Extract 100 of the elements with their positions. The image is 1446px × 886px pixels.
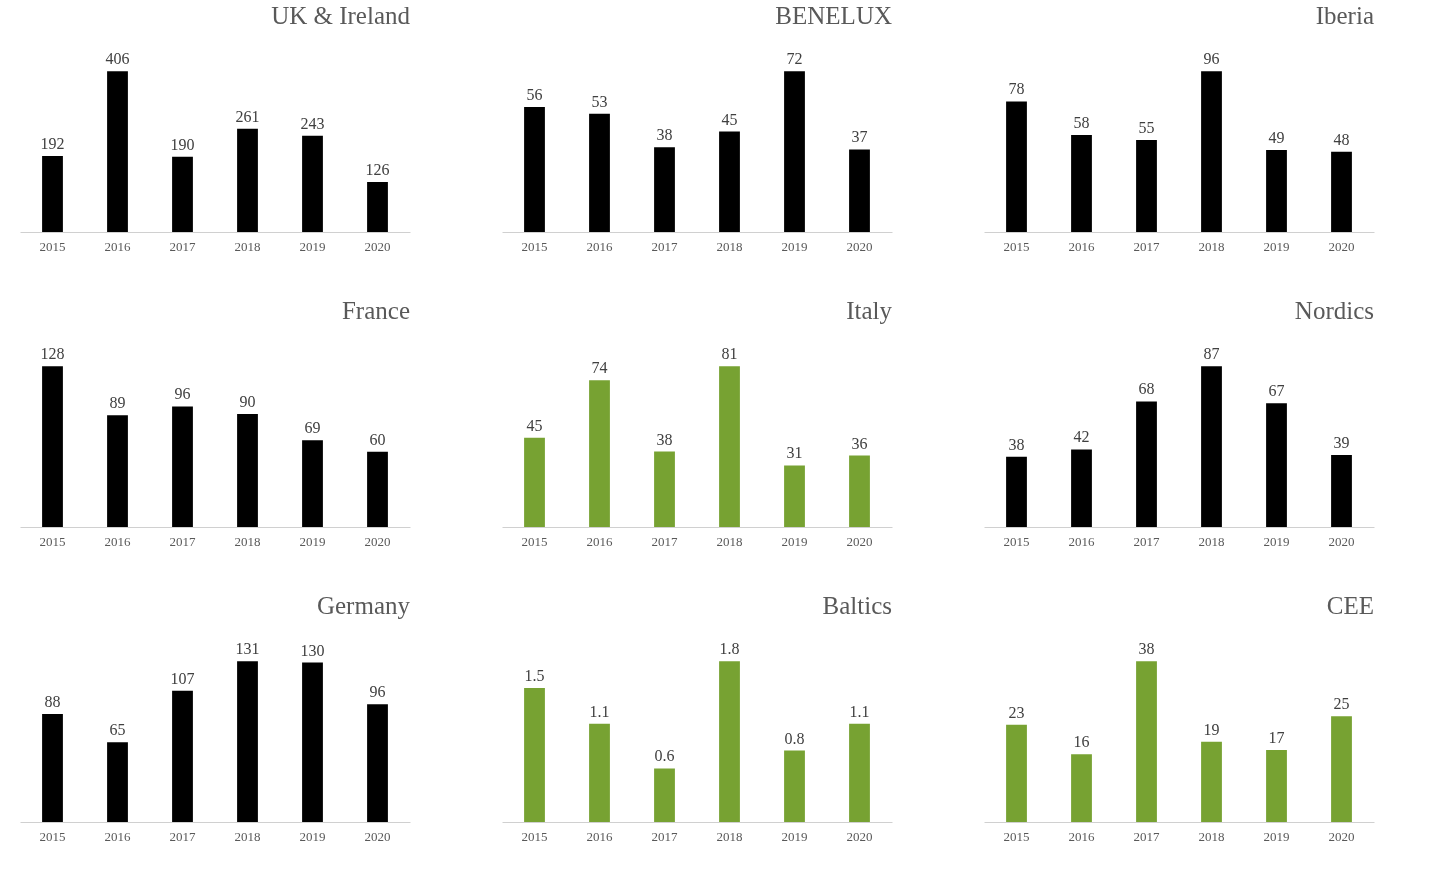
data-label: 128 xyxy=(40,345,65,363)
x-tick-label: 2017 xyxy=(1133,238,1160,254)
bar xyxy=(1136,401,1157,527)
bar xyxy=(302,135,323,232)
data-label: 74 xyxy=(591,359,608,377)
bar xyxy=(172,406,193,527)
bar xyxy=(1266,750,1287,822)
bar xyxy=(42,366,63,527)
bar xyxy=(1201,741,1222,822)
x-tick-label: 2015 xyxy=(39,533,66,549)
x-tick-label: 2020 xyxy=(1328,238,1355,254)
data-label: 1.1 xyxy=(849,702,870,720)
bar xyxy=(654,451,675,527)
x-tick-label: 2015 xyxy=(1003,828,1030,844)
x-tick-label: 2017 xyxy=(169,533,196,549)
x-tick-label: 2019 xyxy=(1263,533,1290,549)
bar xyxy=(849,723,870,822)
data-label: 96 xyxy=(1203,50,1220,68)
data-label: 31 xyxy=(786,444,803,462)
data-label: 96 xyxy=(174,385,191,403)
bar xyxy=(524,437,545,527)
data-label: 87 xyxy=(1203,345,1220,363)
bar xyxy=(1331,454,1352,527)
x-tick-label: 2020 xyxy=(364,533,391,549)
bar xyxy=(42,156,63,232)
bar xyxy=(849,455,870,527)
x-tick-label: 2015 xyxy=(521,828,548,844)
x-tick-label: 2019 xyxy=(299,828,326,844)
x-tick-label: 2018 xyxy=(1198,533,1225,549)
bar xyxy=(107,415,128,527)
data-label: 67 xyxy=(1268,382,1285,400)
x-tick-label: 2016 xyxy=(1068,828,1095,844)
bar xyxy=(1201,71,1222,232)
x-tick-label: 2019 xyxy=(781,238,808,254)
bar xyxy=(1266,403,1287,527)
data-label: 90 xyxy=(239,393,256,410)
x-tick-label: 2017 xyxy=(1133,828,1160,844)
data-label: 89 xyxy=(109,394,126,412)
bar xyxy=(302,662,323,822)
bar xyxy=(719,131,740,232)
x-tick-label: 2016 xyxy=(1068,238,1095,254)
x-tick-label: 2017 xyxy=(169,238,196,254)
data-label: 131 xyxy=(235,640,260,658)
bar xyxy=(107,742,128,822)
bar xyxy=(589,723,610,822)
data-label: 60 xyxy=(369,430,386,448)
bar xyxy=(1071,134,1092,232)
data-label: 17 xyxy=(1268,729,1285,747)
bar xyxy=(1071,449,1092,527)
data-label: 55 xyxy=(1138,118,1155,136)
x-tick-label: 2020 xyxy=(1328,828,1355,844)
data-label: 69 xyxy=(304,419,321,437)
x-tick-label: 2020 xyxy=(846,828,873,844)
data-label: 45 xyxy=(526,416,543,434)
chart-title: Germany xyxy=(316,592,411,620)
x-tick-label: 2020 xyxy=(364,238,391,254)
data-label: 81 xyxy=(721,345,738,363)
x-tick-label: 2016 xyxy=(586,828,613,844)
x-tick-label: 2016 xyxy=(586,238,613,254)
bar xyxy=(237,128,258,232)
bar xyxy=(654,147,675,232)
data-label: 88 xyxy=(44,693,61,711)
bar xyxy=(42,714,63,822)
data-label: 0.8 xyxy=(784,729,805,747)
bar xyxy=(1201,366,1222,527)
data-label: 37 xyxy=(851,128,868,146)
data-label: 38 xyxy=(656,430,673,448)
x-tick-label: 2017 xyxy=(1133,533,1160,549)
bar xyxy=(237,414,258,527)
bar xyxy=(1331,716,1352,822)
x-tick-label: 2020 xyxy=(846,238,873,254)
chart-title: Nordics xyxy=(1294,297,1374,325)
data-label: 19 xyxy=(1203,720,1220,738)
data-label: 192 xyxy=(40,135,65,152)
bar xyxy=(367,451,388,527)
x-tick-label: 2018 xyxy=(1198,238,1225,254)
bar xyxy=(107,71,128,232)
x-tick-label: 2019 xyxy=(299,238,326,254)
data-label: 1.5 xyxy=(524,667,545,685)
data-label: 261 xyxy=(235,107,260,125)
data-label: 190 xyxy=(170,135,195,153)
x-tick-label: 2015 xyxy=(521,238,548,254)
data-label: 130 xyxy=(300,641,325,659)
data-label: 243 xyxy=(300,114,325,132)
bar xyxy=(367,182,388,232)
data-label: 1.1 xyxy=(589,702,610,720)
data-label: 0.6 xyxy=(654,747,675,765)
data-label: 1.8 xyxy=(719,640,740,658)
data-label: 53 xyxy=(591,92,608,110)
x-tick-label: 2017 xyxy=(651,533,678,549)
x-tick-label: 2016 xyxy=(104,238,131,254)
x-tick-label: 2018 xyxy=(1198,828,1225,844)
x-tick-label: 2015 xyxy=(1003,533,1030,549)
x-tick-label: 2018 xyxy=(716,828,743,844)
data-label: 38 xyxy=(1008,435,1025,453)
bar xyxy=(1006,101,1027,232)
data-label: 406 xyxy=(105,50,130,68)
data-label: 107 xyxy=(170,669,195,687)
data-label: 58 xyxy=(1073,113,1090,131)
x-tick-label: 2018 xyxy=(716,533,743,549)
